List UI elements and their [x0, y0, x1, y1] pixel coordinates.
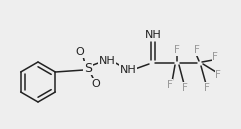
- Text: F: F: [204, 83, 210, 93]
- Text: O: O: [92, 79, 100, 89]
- Text: F: F: [182, 83, 188, 93]
- Text: NH: NH: [145, 30, 161, 40]
- Text: F: F: [212, 52, 218, 62]
- Text: F: F: [174, 45, 180, 55]
- Text: O: O: [76, 47, 84, 57]
- Text: F: F: [194, 45, 200, 55]
- Text: NH: NH: [99, 56, 115, 66]
- Text: F: F: [215, 70, 221, 80]
- Text: F: F: [167, 80, 173, 90]
- Text: NH: NH: [120, 65, 136, 75]
- Text: S: S: [84, 62, 92, 75]
